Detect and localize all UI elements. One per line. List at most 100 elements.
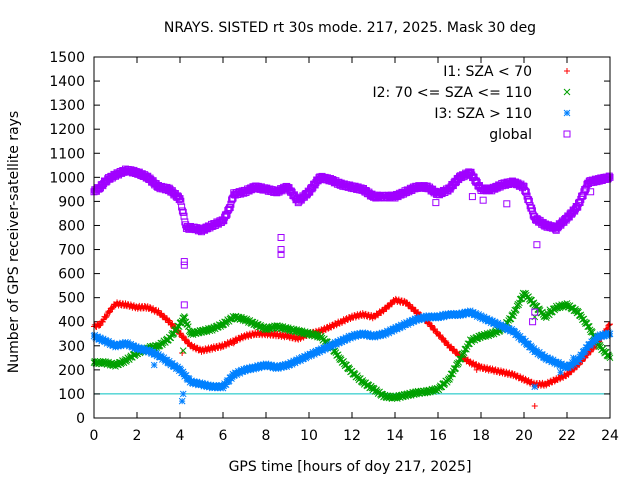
data-point xyxy=(590,337,598,345)
data-point xyxy=(141,345,149,352)
y-tick-label: 300 xyxy=(58,339,85,355)
data-point xyxy=(489,317,496,325)
data-point xyxy=(321,344,328,352)
y-axis-label: Number of GPS receiver-satellite rays xyxy=(6,111,22,373)
data-point xyxy=(511,328,519,336)
data-point xyxy=(103,312,110,319)
x-tick-label: 4 xyxy=(176,428,185,444)
data-point xyxy=(268,362,276,370)
data-point xyxy=(425,312,433,319)
data-point xyxy=(175,196,183,204)
data-point xyxy=(338,338,346,346)
data-point xyxy=(300,355,307,363)
data-point xyxy=(180,333,187,340)
y-tick-label: 700 xyxy=(58,243,85,259)
data-point xyxy=(120,341,128,349)
x-tick-label: 6 xyxy=(219,428,228,444)
data-point xyxy=(526,202,534,210)
data-point xyxy=(103,314,110,321)
outlier-point xyxy=(546,306,554,314)
x-tick-label: 0 xyxy=(90,428,99,444)
data-point xyxy=(582,184,590,192)
data-point xyxy=(452,311,460,319)
data-point xyxy=(412,315,420,323)
data-point xyxy=(393,325,401,333)
data-point xyxy=(112,343,119,351)
data-point xyxy=(206,383,214,391)
data-point xyxy=(522,188,530,196)
data-point xyxy=(545,357,553,364)
data-point xyxy=(575,199,583,207)
data-point xyxy=(385,303,392,310)
outlier-point xyxy=(179,390,187,398)
data-point xyxy=(179,208,187,216)
data-point xyxy=(446,376,453,383)
y-tick-label: 1000 xyxy=(49,170,85,186)
outlier-point xyxy=(277,250,285,258)
data-point xyxy=(132,344,139,352)
data-point xyxy=(371,333,379,341)
data-point xyxy=(436,312,444,320)
data-point xyxy=(459,351,467,358)
y-tick-label: 600 xyxy=(58,267,85,283)
data-point xyxy=(305,353,313,360)
data-point xyxy=(347,334,354,342)
plot-frame xyxy=(93,56,611,419)
y-tick-label: 1200 xyxy=(49,122,85,138)
y-tick-label: 1100 xyxy=(49,146,85,162)
data-point xyxy=(262,360,270,368)
x-tick-label: 12 xyxy=(343,428,361,444)
legend: I1: SZA < 70 I2: 70 <= SZA <= 110 I3: SZA … xyxy=(372,64,571,143)
y-tick-label: 1500 xyxy=(49,50,85,66)
outlier-point xyxy=(178,397,186,405)
data-point xyxy=(297,357,304,364)
data-point xyxy=(271,362,278,369)
legend-label: global xyxy=(489,127,532,143)
data-point xyxy=(108,339,116,347)
data-point xyxy=(324,344,332,352)
outlier-point xyxy=(150,361,158,369)
data-point xyxy=(446,312,453,320)
data-point xyxy=(278,364,285,372)
outlier-point xyxy=(432,199,440,207)
x-tick-label: 16 xyxy=(429,428,447,444)
y-tick-label: 1400 xyxy=(49,74,85,90)
data-point xyxy=(137,346,145,354)
data-point xyxy=(454,360,462,368)
data-point xyxy=(94,333,102,341)
data-point xyxy=(407,319,415,327)
x-tick-label: 8 xyxy=(262,428,271,444)
outlier-point xyxy=(570,354,577,362)
data-point xyxy=(149,348,157,356)
legend-marker xyxy=(564,68,570,74)
outlier-point xyxy=(503,200,511,208)
data-point xyxy=(466,307,474,315)
data-point xyxy=(166,317,173,324)
data-point xyxy=(267,363,274,371)
data-point xyxy=(127,340,135,348)
outlier-point xyxy=(531,308,539,316)
data-point xyxy=(581,348,589,356)
outlier-point xyxy=(277,234,285,241)
data-point xyxy=(293,356,301,364)
outlier-point xyxy=(230,340,237,347)
data-point xyxy=(196,379,204,386)
data-point xyxy=(539,351,546,358)
data-point xyxy=(201,380,209,388)
data-point xyxy=(101,338,109,346)
data-point xyxy=(333,340,340,348)
x-tick-label: 2 xyxy=(133,428,142,444)
data-point xyxy=(179,368,187,376)
data-point xyxy=(605,172,613,180)
data-point xyxy=(598,333,605,341)
data-point xyxy=(577,311,585,319)
data-point xyxy=(352,333,360,341)
x-tick-label: 10 xyxy=(300,428,318,444)
plot-area: 0100200300400500600700800900100011001200… xyxy=(49,50,619,444)
data-point xyxy=(258,363,266,371)
x-tick-label: 18 xyxy=(472,428,490,444)
data-point xyxy=(139,345,146,353)
legend-label: I1: SZA < 70 xyxy=(443,64,532,80)
legend-label: I2: 70 <= SZA <= 110 xyxy=(372,85,532,101)
outlier-point xyxy=(529,318,537,326)
